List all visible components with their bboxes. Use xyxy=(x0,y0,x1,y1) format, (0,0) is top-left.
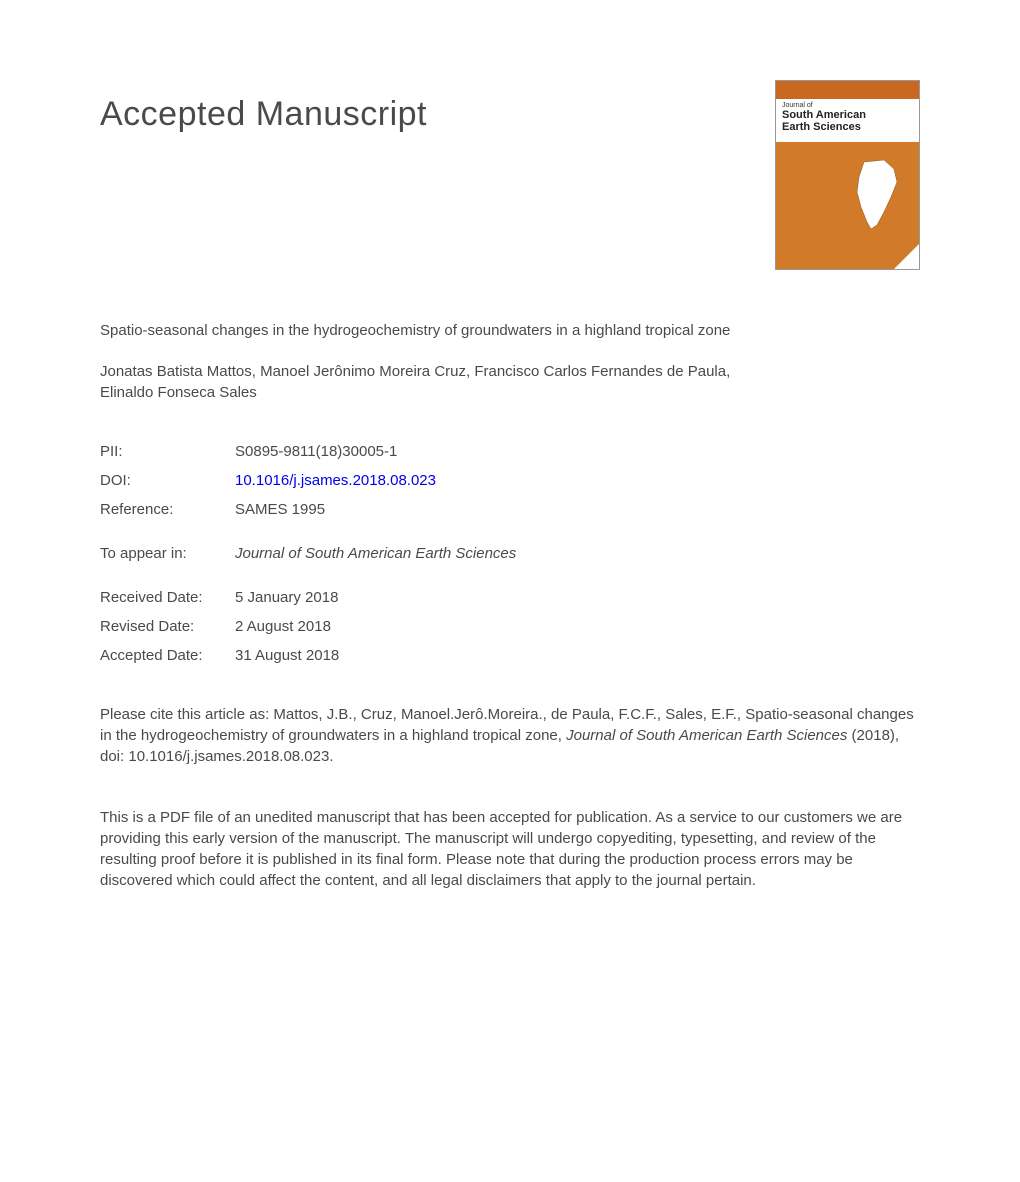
metadata-row-revised: Revised Date: 2 August 2018 xyxy=(100,618,920,635)
south-america-map-icon xyxy=(849,157,904,232)
pii-label: PII: xyxy=(100,443,235,460)
cover-journal-label: Journal of xyxy=(782,102,913,109)
metadata-row-received: Received Date: 5 January 2018 xyxy=(100,589,920,606)
article-authors: Jonatas Batista Mattos, Manoel Jerônimo … xyxy=(100,361,760,403)
disclaimer-text: This is a PDF file of an unedited manusc… xyxy=(100,807,920,891)
reference-value: SAMES 1995 xyxy=(235,501,325,518)
page-title: Accepted Manuscript xyxy=(100,95,427,134)
accepted-value: 31 August 2018 xyxy=(235,647,339,664)
metadata-table: PII: S0895-9811(18)30005-1 DOI: 10.1016/… xyxy=(100,443,920,664)
received-label: Received Date: xyxy=(100,589,235,606)
article-title: Spatio-seasonal changes in the hydrogeoc… xyxy=(100,320,740,341)
pii-value: S0895-9811(18)30005-1 xyxy=(235,443,397,460)
revised-label: Revised Date: xyxy=(100,618,235,635)
received-value: 5 January 2018 xyxy=(235,589,338,606)
metadata-row-pii: PII: S0895-9811(18)30005-1 xyxy=(100,443,920,460)
citation-text: Please cite this article as: Mattos, J.B… xyxy=(100,704,920,767)
appear-value: Journal of South American Earth Sciences xyxy=(235,545,516,562)
metadata-row-accepted: Accepted Date: 31 August 2018 xyxy=(100,647,920,664)
journal-cover-thumbnail: Journal of South American Earth Sciences xyxy=(775,80,920,270)
cover-page-curl-icon xyxy=(894,244,919,269)
citation-journal-name: Journal of South American Earth Sciences xyxy=(566,727,847,744)
metadata-row-doi: DOI: 10.1016/j.jsames.2018.08.023 xyxy=(100,472,920,489)
revised-value: 2 August 2018 xyxy=(235,618,331,635)
cover-title-box: Journal of South American Earth Sciences xyxy=(776,99,919,142)
appear-label: To appear in: xyxy=(100,545,235,562)
reference-label: Reference: xyxy=(100,501,235,518)
cover-journal-subtitle xyxy=(782,133,913,139)
header-row: Accepted Manuscript Journal of South Ame… xyxy=(100,95,920,270)
doi-link[interactable]: 10.1016/j.jsames.2018.08.023 xyxy=(235,472,436,489)
cover-top-bar xyxy=(776,81,919,99)
cover-journal-name-line1: South American xyxy=(782,109,913,121)
metadata-row-reference: Reference: SAMES 1995 xyxy=(100,501,920,518)
doi-label: DOI: xyxy=(100,472,235,489)
accepted-label: Accepted Date: xyxy=(100,647,235,664)
metadata-row-appear: To appear in: Journal of South American … xyxy=(100,545,920,562)
cover-journal-name-line2: Earth Sciences xyxy=(782,121,913,133)
